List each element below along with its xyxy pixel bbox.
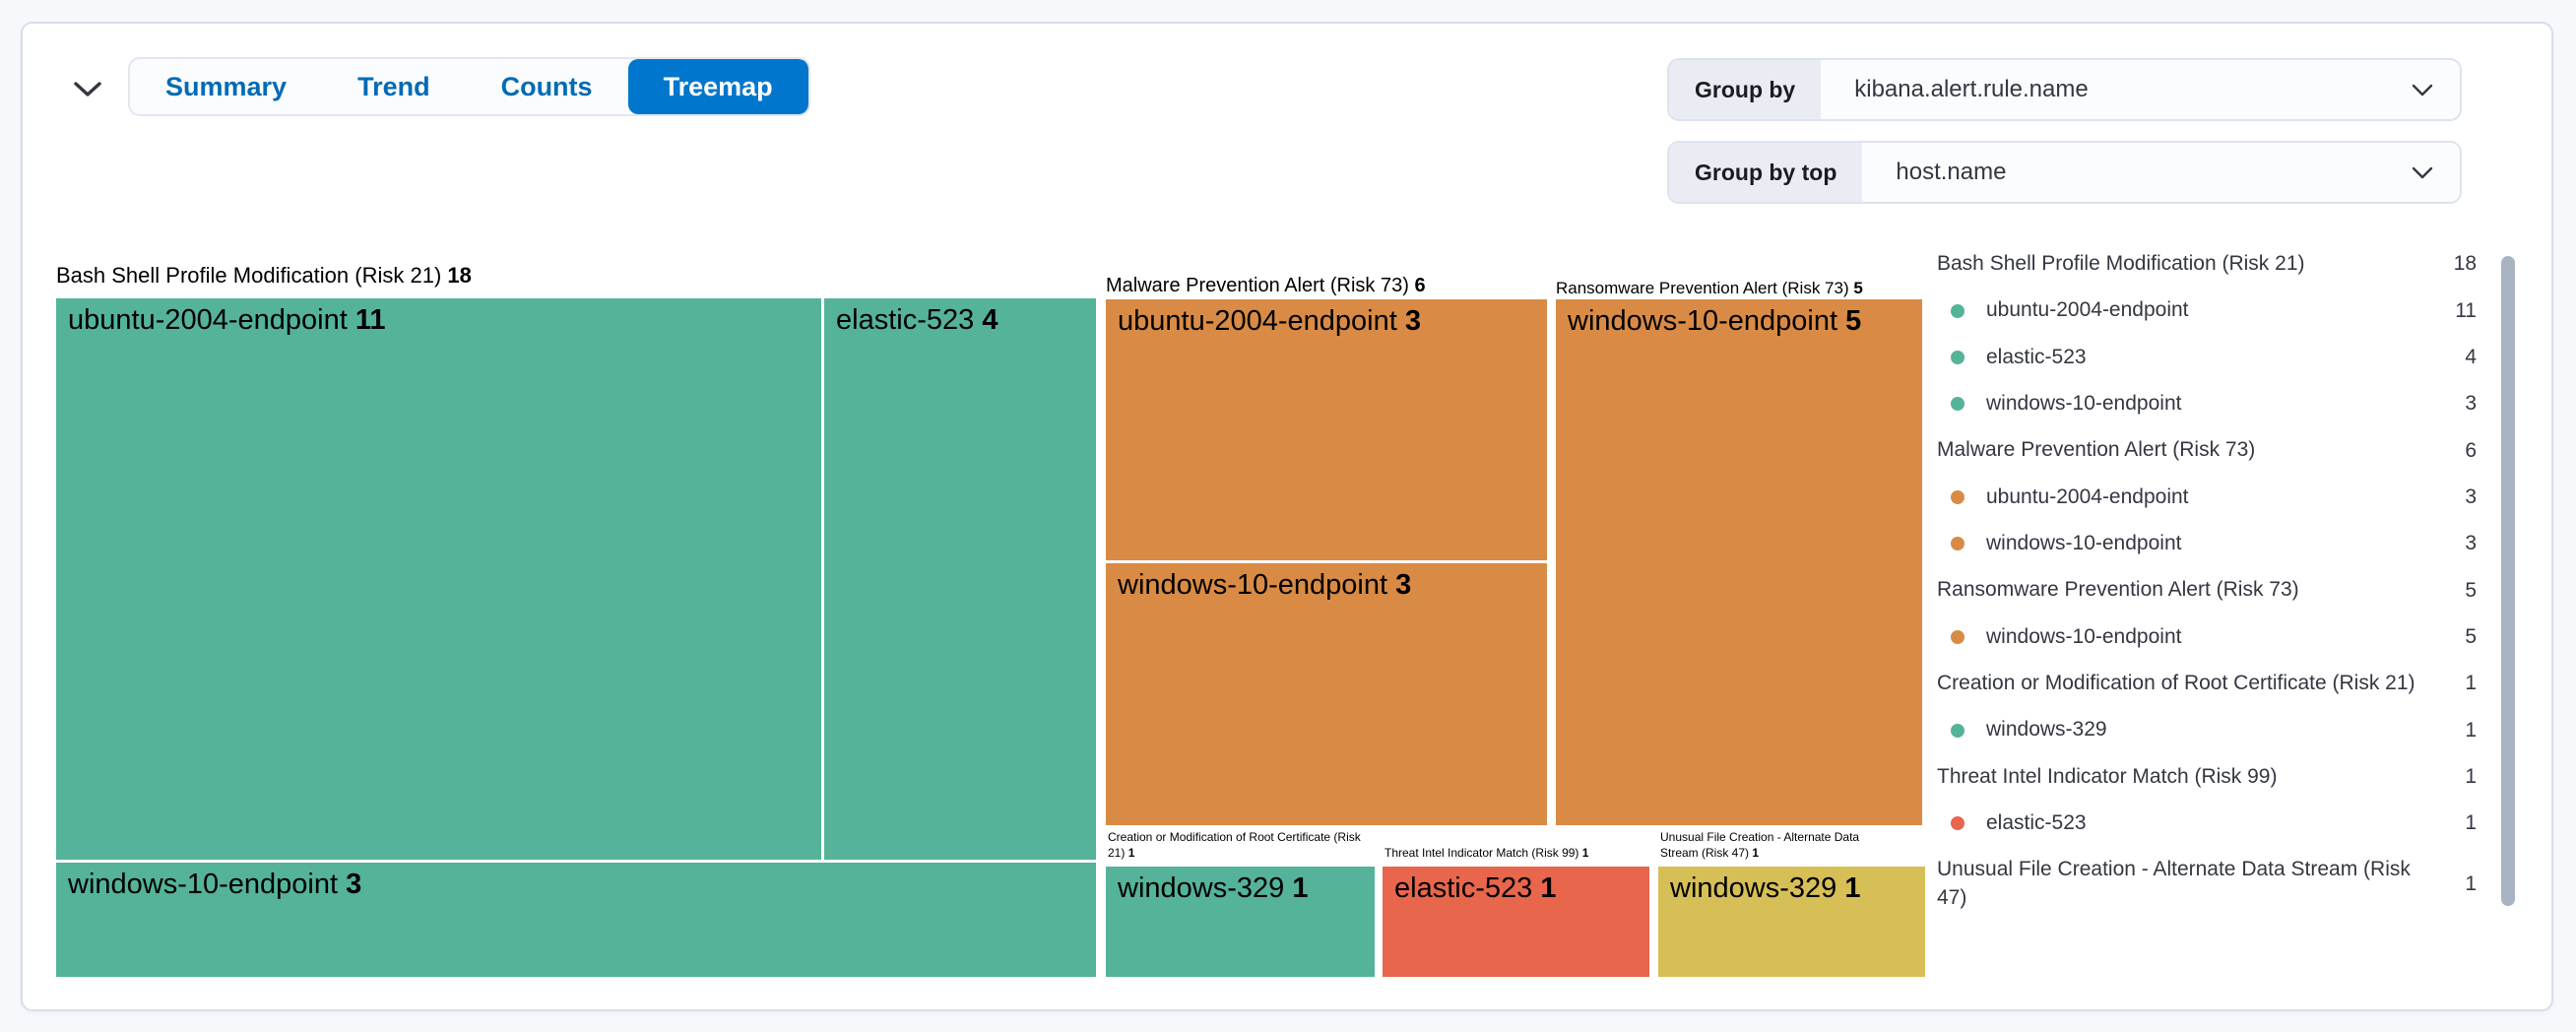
legend-count: 3 bbox=[2465, 532, 2477, 555]
group-by-label: Group by bbox=[1669, 60, 1822, 119]
legend-count: 11 bbox=[2455, 298, 2477, 322]
tab-treemap[interactable]: Treemap bbox=[627, 59, 808, 114]
legend-item[interactable]: windows-10-endpoint 3 bbox=[1937, 530, 2477, 557]
legend-item[interactable]: ubuntu-2004-endpoint 11 bbox=[1937, 296, 2477, 324]
legend-count: 5 bbox=[2465, 578, 2477, 602]
collapse-panel-button[interactable] bbox=[66, 73, 109, 108]
legend-label: Unusual File Creation - Alternate Data S… bbox=[1937, 858, 2411, 909]
treemap-group-header: Threat Intel Indicator Match (Risk 99) 1 bbox=[1385, 845, 1589, 860]
legend-label: windows-10-endpoint bbox=[1986, 392, 2182, 416]
legend-label: ubuntu-2004-endpoint bbox=[1986, 298, 2189, 322]
treemap-group-header: Bash Shell Profile Modification (Risk 21… bbox=[56, 263, 472, 289]
treemap-tile[interactable]: elastic-523 4 bbox=[824, 298, 1096, 860]
legend-count: 18 bbox=[2453, 252, 2477, 276]
treemap-group-header: Creation or Modification of Root Certifi… bbox=[1108, 830, 1361, 860]
legend-color-dot-icon bbox=[1951, 537, 1964, 551]
legend-count: 3 bbox=[2465, 392, 2477, 416]
legend-item[interactable]: Creation or Modification of Root Certifi… bbox=[1937, 670, 2477, 697]
legend-color-dot-icon bbox=[1951, 489, 1964, 504]
chevron-down-icon bbox=[72, 80, 103, 102]
chart-legend: Bash Shell Profile Modification (Risk 21… bbox=[1937, 250, 2477, 999]
chevron-down-icon bbox=[2411, 60, 2460, 119]
legend-count: 1 bbox=[2465, 764, 2477, 788]
group-by-select[interactable]: Group by kibana.alert.rule.name bbox=[1667, 58, 2462, 121]
view-tab-group: Summary Trend Counts Treemap bbox=[128, 57, 810, 116]
legend-item[interactable]: windows-10-endpoint 5 bbox=[1937, 623, 2477, 651]
treemap-tile[interactable]: ubuntu-2004-endpoint 3 bbox=[1106, 299, 1547, 560]
tab-trend[interactable]: Trend bbox=[322, 59, 466, 114]
legend-label: windows-10-endpoint bbox=[1986, 624, 2182, 648]
legend-label: elastic-523 bbox=[1986, 811, 2087, 835]
legend-label: Ransomware Prevention Alert (Risk 73) bbox=[1937, 578, 2299, 602]
legend-count: 1 bbox=[2465, 871, 2477, 895]
tab-counts[interactable]: Counts bbox=[466, 59, 628, 114]
alerts-panel: Summary Trend Counts Treemap Group by kiban… bbox=[21, 22, 2553, 1011]
treemap-group-header: Ransomware Prevention Alert (Risk 73) 5 bbox=[1556, 279, 1863, 298]
legend-color-dot-icon bbox=[1951, 816, 1964, 831]
legend-color-dot-icon bbox=[1951, 397, 1964, 412]
legend-label: Malware Prevention Alert (Risk 73) bbox=[1937, 438, 2256, 462]
legend-color-dot-icon bbox=[1951, 723, 1964, 738]
group-by-top-label: Group by top bbox=[1669, 143, 1863, 202]
legend-color-dot-icon bbox=[1951, 303, 1964, 318]
treemap-group-header: Unusual File Creation - Alternate Data S… bbox=[1660, 830, 1860, 860]
legend-label: Bash Shell Profile Modification (Risk 21… bbox=[1937, 252, 2305, 275]
treemap-tile[interactable]: windows-10-endpoint 3 bbox=[1106, 563, 1547, 825]
treemap-chart: Bash Shell Profile Modification (Risk 21… bbox=[23, 24, 2555, 1013]
legend-count: 5 bbox=[2465, 624, 2477, 648]
legend-color-dot-icon bbox=[1951, 629, 1964, 644]
legend-item[interactable]: Ransomware Prevention Alert (Risk 73) 5 bbox=[1937, 576, 2477, 604]
legend-item[interactable]: windows-329 1 bbox=[1937, 716, 2477, 743]
treemap-tile[interactable]: windows-10-endpoint 5 bbox=[1556, 299, 1922, 825]
legend-label: elastic-523 bbox=[1986, 345, 2087, 368]
legend-count: 1 bbox=[2465, 672, 2477, 695]
group-by-top-value: host.name bbox=[1896, 159, 2007, 185]
legend-item[interactable]: Bash Shell Profile Modification (Risk 21… bbox=[1937, 250, 2477, 278]
treemap-tile[interactable]: windows-329 1 bbox=[1658, 867, 1925, 977]
legend-item[interactable]: elastic-523 1 bbox=[1937, 809, 2477, 837]
legend-count: 1 bbox=[2465, 811, 2477, 835]
legend-count: 1 bbox=[2465, 718, 2477, 742]
chevron-down-icon bbox=[2411, 143, 2460, 202]
legend-item[interactable]: Malware Prevention Alert (Risk 73) 6 bbox=[1937, 436, 2477, 464]
legend-label: windows-329 bbox=[1986, 718, 2107, 742]
legend-label: Creation or Modification of Root Certifi… bbox=[1937, 672, 2415, 695]
legend-color-dot-icon bbox=[1951, 350, 1964, 364]
treemap-tile[interactable]: windows-10-endpoint 3 bbox=[56, 863, 1096, 977]
legend-label: windows-10-endpoint bbox=[1986, 532, 2182, 555]
legend-count: 3 bbox=[2465, 484, 2477, 508]
treemap-group-header: Malware Prevention Alert (Risk 73) 6 bbox=[1106, 274, 1426, 296]
group-by-value: kibana.alert.rule.name bbox=[1854, 76, 2089, 102]
legend-count: 6 bbox=[2465, 438, 2477, 462]
legend-item[interactable]: Threat Intel Indicator Match (Risk 99) 1 bbox=[1937, 763, 2477, 791]
legend-label: Threat Intel Indicator Match (Risk 99) bbox=[1937, 764, 2278, 788]
group-by-top-select[interactable]: Group by top host.name bbox=[1667, 141, 2462, 204]
legend-item[interactable]: windows-10-endpoint 3 bbox=[1937, 390, 2477, 418]
treemap-tile[interactable]: ubuntu-2004-endpoint 11 bbox=[56, 298, 821, 860]
legend-count: 4 bbox=[2465, 345, 2477, 368]
legend-item[interactable]: ubuntu-2004-endpoint 3 bbox=[1937, 484, 2477, 511]
legend-label: ubuntu-2004-endpoint bbox=[1986, 484, 2189, 508]
legend-item[interactable]: elastic-523 4 bbox=[1937, 344, 2477, 371]
legend-scrollbar[interactable] bbox=[2501, 256, 2515, 906]
tab-summary[interactable]: Summary bbox=[130, 59, 322, 114]
treemap-tile[interactable]: elastic-523 1 bbox=[1383, 867, 1649, 977]
treemap-tile[interactable]: windows-329 1 bbox=[1106, 867, 1375, 977]
legend-item[interactable]: Unusual File Creation - Alternate Data S… bbox=[1937, 856, 2477, 912]
